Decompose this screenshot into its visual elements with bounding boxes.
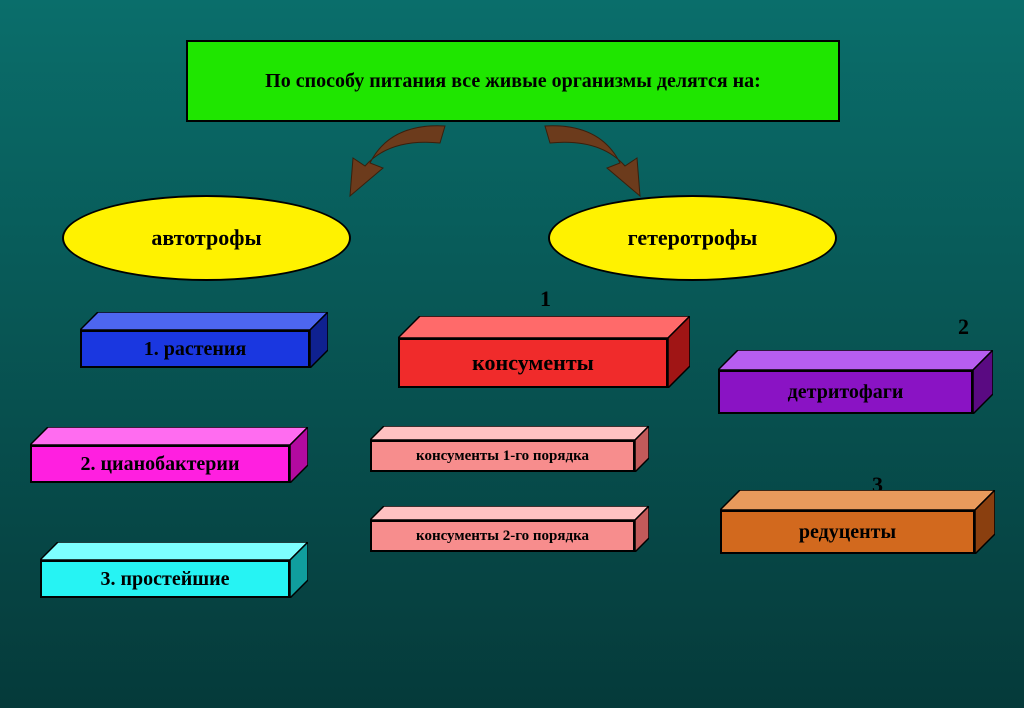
block-plants: 1. растения: [80, 312, 328, 368]
label-2: 2: [958, 314, 969, 340]
block-consumers: консументы: [398, 316, 690, 388]
blk-cons-front: консументы: [398, 338, 668, 388]
arrow-left: [335, 118, 465, 208]
blk-proto-label: 3. простейшие: [100, 568, 229, 591]
blk-plants-label: 1. растения: [144, 338, 247, 361]
blk-cons1-label: консументы 1-го порядка: [416, 448, 589, 465]
ellipse-autotrophs: автотрофы: [62, 195, 351, 281]
blk-cyano-front: 2. цианобактерии: [30, 445, 290, 483]
ellipse-heterotrophs: гетеротрофы: [548, 195, 837, 281]
block-cyanobacteria: 2. цианобактерии: [30, 427, 308, 483]
blk-cons-label: консументы: [472, 350, 594, 376]
diagram-stage: По способу питания все живые организмы д…: [0, 0, 1024, 708]
block-detritophages: детритофаги: [718, 350, 993, 414]
blk-detr-front: детритофаги: [718, 370, 973, 414]
block-protozoa: 3. простейшие: [40, 542, 308, 598]
ellipse-heterotrophs-label: гетеротрофы: [628, 225, 758, 251]
block-consumers-1: консументы 1-го порядка: [370, 426, 649, 472]
blk-cons2-label: консументы 2-го порядка: [416, 528, 589, 545]
blk-detr-label: детритофаги: [788, 381, 904, 404]
blk-cons1-front: консументы 1-го порядка: [370, 440, 635, 472]
block-reducers: редуценты: [720, 490, 995, 554]
blk-redu-label: редуценты: [799, 521, 896, 544]
blk-cons2-front: консументы 2-го порядка: [370, 520, 635, 552]
title-text: По способу питания все живые организмы д…: [265, 70, 761, 93]
ellipse-autotrophs-label: автотрофы: [151, 225, 261, 251]
blk-plants-front: 1. растения: [80, 330, 310, 368]
title-box: По способу питания все живые организмы д…: [186, 40, 840, 122]
block-consumers-2: консументы 2-го порядка: [370, 506, 649, 552]
blk-proto-front: 3. простейшие: [40, 560, 290, 598]
arrow-right: [525, 118, 655, 208]
blk-cyano-label: 2. цианобактерии: [81, 453, 240, 476]
blk-redu-front: редуценты: [720, 510, 975, 554]
label-1: 1: [540, 286, 551, 312]
